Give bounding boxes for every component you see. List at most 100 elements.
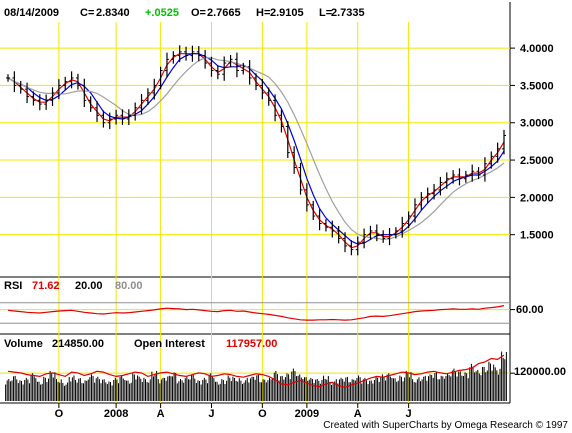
- price-tick-label: 1.5000: [520, 230, 554, 242]
- ohlc-bar: [31, 91, 36, 106]
- ohlc-bar: [438, 176, 443, 196]
- ohlc-bar: [336, 225, 341, 244]
- price-tick-label: 3.0000: [520, 118, 554, 130]
- ohlc-bar: [463, 170, 468, 183]
- rsi-level-1: 20.00: [75, 280, 103, 292]
- open-interest-label: Open Interest: [134, 338, 205, 350]
- price-tick-label: 3.5000: [520, 80, 554, 92]
- ohlc-bar: [25, 82, 30, 104]
- ohlc-bar: [292, 146, 297, 174]
- ohlc-bar: [317, 209, 322, 231]
- ohlc-bar: [273, 94, 278, 122]
- x-tick-label: O: [258, 408, 267, 420]
- open-interest-line: [7, 354, 505, 389]
- x-tick-label: A: [157, 408, 165, 420]
- ohlc-bar: [209, 56, 214, 77]
- ohlc-bar: [196, 46, 201, 62]
- ohlc-bar: [489, 151, 494, 169]
- ohlc-bar: [145, 88, 150, 105]
- ohlc-bar: [502, 129, 506, 155]
- ohlc-bar: [349, 240, 354, 256]
- ohlc-bar: [234, 52, 239, 78]
- rsi-tick: 60.00: [516, 304, 544, 316]
- header-high: 2.9105: [270, 7, 304, 19]
- ohlc-bar: [495, 142, 500, 163]
- ohlc-bar: [387, 227, 392, 246]
- price-panel: [6, 45, 506, 256]
- ohlc-bar: [279, 109, 284, 133]
- ohlc-bar: [50, 87, 55, 106]
- credit-text: Created with SuperCharts by Omega Resear…: [323, 420, 568, 431]
- ohlc-bar: [177, 45, 182, 63]
- rsi-panel: [0, 302, 510, 324]
- ohlc-bar: [476, 167, 481, 180]
- rsi-line: [7, 305, 505, 321]
- volume-label: Volume: [4, 338, 43, 350]
- header-close-label: C=: [80, 7, 94, 19]
- header-low: 2.7335: [331, 7, 365, 19]
- volume-value: 214850.00: [52, 338, 104, 350]
- ohlc-bar: [18, 80, 23, 94]
- price-tick-label: 2.5000: [520, 155, 554, 167]
- ohlc-bar: [120, 109, 125, 125]
- open-interest-value: 117957.00: [226, 338, 277, 350]
- ohlc-bar: [88, 96, 93, 112]
- ohlc-bar: [298, 162, 303, 195]
- ohlc-bar: [133, 102, 138, 121]
- ohlc-bar: [139, 93, 144, 115]
- ohlc-bar: [304, 183, 309, 212]
- ohlc-bar: [311, 200, 316, 221]
- ohlc-bar: [241, 62, 246, 75]
- ohlc-bar: [190, 45, 195, 62]
- x-tick-label: J: [406, 408, 412, 420]
- x-tick-label: 2009: [295, 408, 319, 420]
- ohlc-bar: [228, 55, 233, 68]
- volume-panel: [5, 351, 507, 401]
- ohlc-bar: [215, 65, 220, 80]
- ohlc-bar: [95, 101, 100, 122]
- ohlc-bar: [69, 71, 74, 89]
- rsi-level-2: 80.00: [115, 280, 143, 292]
- ohlc-bar: [425, 187, 430, 204]
- rsi-value: 71.62: [32, 280, 60, 292]
- ohlc-bar: [254, 73, 258, 91]
- header-date: 08/14/2009: [4, 7, 59, 19]
- ohlc-bar: [482, 157, 487, 182]
- ohlc-bar: [164, 52, 169, 78]
- ohlc-bar: [44, 94, 49, 110]
- ohlc-bar: [323, 219, 328, 232]
- rsi-label: RSI: [4, 280, 22, 292]
- ohlc-bar: [152, 78, 157, 100]
- header-close: 2.8340: [96, 7, 130, 19]
- ohlc-bar: [184, 46, 189, 61]
- ohlc-bar: [82, 78, 87, 108]
- ohlc-bar: [222, 56, 227, 81]
- x-tick-label: O: [55, 408, 64, 420]
- ohlc-bar: [285, 121, 290, 159]
- ohlc-bar: [362, 228, 367, 249]
- ohlc-bar: [126, 109, 131, 126]
- moving-average-line-3: [7, 57, 505, 241]
- ohlc-bar: [432, 184, 437, 200]
- ohlc-bar: [107, 112, 112, 130]
- ohlc-bar: [400, 216, 405, 238]
- x-tick-label: 2008: [104, 408, 128, 420]
- header-open: 2.7665: [207, 7, 241, 19]
- ohlc-bar: [171, 51, 176, 64]
- volume-tick: 120000.00: [514, 366, 566, 378]
- ohlc-bar: [457, 168, 462, 186]
- ohlc-bar: [330, 220, 335, 238]
- ohlc-bar: [444, 172, 449, 189]
- header-high-label: H=: [256, 7, 270, 19]
- ohlc-bar: [37, 94, 42, 111]
- header-low-label: L=: [319, 7, 332, 19]
- ohlc-bar: [406, 211, 411, 229]
- ohlc-bar: [343, 232, 348, 253]
- ohlc-bar: [12, 71, 17, 93]
- ohlc-bar: [203, 49, 208, 69]
- ohlc-bar: [56, 79, 61, 100]
- ohlc-bar: [419, 192, 424, 211]
- x-tick-label: A: [354, 408, 362, 420]
